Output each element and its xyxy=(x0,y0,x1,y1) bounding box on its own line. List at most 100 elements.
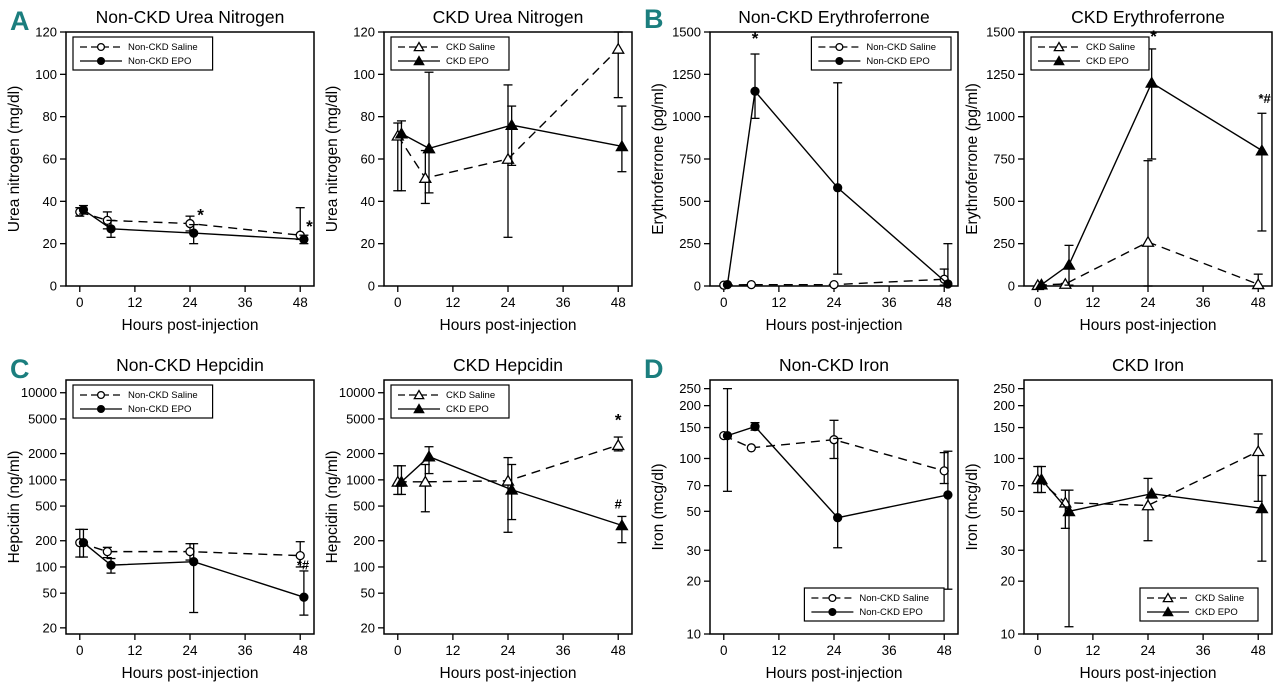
data-point-marker-open-circle xyxy=(185,546,195,557)
data-point-marker-open-triangle xyxy=(1141,235,1155,247)
series-line-ckd-epo xyxy=(401,124,623,150)
chart-non-ckd-erythroferrone: 0 250 500 750 1000 1250 1500 0 12 24 36 48 Non-CKD E… xyxy=(650,7,959,334)
chart-non-ckd-hepcidin: 20 50 100 200 500 1000 2000 5000 10000 0 12 24 36 48 N… xyxy=(6,355,315,682)
y-tick-label: 0 xyxy=(1008,279,1015,294)
x-tick-label: 0 xyxy=(394,295,402,310)
x-axis-label: Hours post-injection xyxy=(1080,317,1217,334)
data-point-marker-filled-circle xyxy=(106,560,116,570)
series-line-non-ckd-saline xyxy=(79,211,301,236)
chart-title: CKD Urea Nitrogen xyxy=(433,7,584,27)
y-tick-label: 750 xyxy=(993,152,1015,167)
data-point-marker-filled-triangle xyxy=(1062,504,1076,517)
y-tick-label: 20 xyxy=(687,574,701,589)
data-point-marker-filled-circle xyxy=(189,228,199,238)
legend-entry-non-ckd-saline: Non-CKD Saline xyxy=(80,42,198,53)
data-point-marker-open-triangle xyxy=(413,389,425,400)
data-point-marker-open-triangle xyxy=(1251,277,1265,290)
x-tick-label: 12 xyxy=(771,643,786,658)
x-tick-label: 12 xyxy=(127,643,142,658)
data-point-marker-filled-circle xyxy=(943,490,953,500)
series-line-ckd-epo xyxy=(1041,81,1263,286)
legend-label: CKD EPO xyxy=(1195,607,1238,618)
y-tick-label: 750 xyxy=(679,152,701,167)
error-bar xyxy=(943,450,953,590)
x-tick-label: 12 xyxy=(771,295,786,310)
y-tick-label: 1250 xyxy=(672,67,701,82)
series-line-non-ckd-saline xyxy=(79,542,301,557)
y-tick-label: 100 xyxy=(993,451,1015,466)
y-tick-label: 10000 xyxy=(21,385,57,400)
data-point-marker-open-circle xyxy=(746,443,756,453)
legend-label: Non-CKD EPO xyxy=(866,56,929,67)
data-point-marker-filled-circle xyxy=(96,404,106,414)
series-line-ckd-epo xyxy=(1040,478,1262,513)
y-tick-label: 150 xyxy=(993,420,1015,435)
x-tick-label: 24 xyxy=(826,643,842,658)
x-axis-label: Hours post-injection xyxy=(766,665,903,682)
y-tick-label: 100 xyxy=(35,67,57,82)
x-tick-label: 24 xyxy=(500,295,516,310)
data-point-marker-filled-circle xyxy=(722,279,733,290)
y-tick-label: 200 xyxy=(679,398,701,413)
data-point-marker-filled-circle xyxy=(750,86,760,96)
data-point-marker-open-triangle xyxy=(1162,592,1174,603)
legend-box: Non-CKD Saline Non-CKD EPO xyxy=(803,587,945,622)
series-ckd-saline xyxy=(1031,433,1265,542)
data-point-marker-open-triangle xyxy=(611,438,625,451)
y-tick-label: 1000 xyxy=(346,472,375,487)
y-tick-label: 10000 xyxy=(339,385,375,400)
chart-ckd-iron: 10 20 30 50 70 100 150 200 250 0 12 24 36 48 CKD Iron H… xyxy=(964,355,1273,682)
chart-container: 0 250 500 750 1000 1250 1500 0 12 24 36 48 CKD Eryth… xyxy=(962,6,1280,350)
x-tick-label: 36 xyxy=(556,643,571,658)
data-point-marker-filled-triangle xyxy=(1255,501,1269,514)
y-tick-label: 1500 xyxy=(672,25,701,40)
data-point-marker-filled-circle xyxy=(833,513,843,523)
y-tick-label: 500 xyxy=(993,194,1015,209)
x-tick-label: 48 xyxy=(1251,643,1266,658)
significance-marker: * xyxy=(306,217,313,236)
x-tick-label: 36 xyxy=(882,643,897,658)
x-tick-label: 0 xyxy=(394,643,402,658)
legend-entry-ckd-saline: CKD Saline xyxy=(1038,41,1135,53)
y-tick-label: 100 xyxy=(353,559,375,574)
error-bar xyxy=(1257,112,1267,232)
y-tick-label: 5000 xyxy=(28,411,57,426)
series-ckd-epo xyxy=(1034,48,1269,290)
y-tick-label: 500 xyxy=(35,499,57,514)
series-line-non-ckd-epo xyxy=(83,542,305,598)
x-tick-label: 24 xyxy=(826,295,842,310)
chart-title: CKD Iron xyxy=(1112,355,1184,375)
x-axis-label: Hours post-injection xyxy=(440,665,577,682)
y-tick-label: 20 xyxy=(361,620,375,635)
y-axis-label: Iron (mcg/dl) xyxy=(650,464,667,551)
y-tick-label: 30 xyxy=(687,543,701,558)
legend-entry-non-ckd-epo: Non-CKD EPO xyxy=(811,607,923,618)
legend-entry-non-ckd-epo: Non-CKD EPO xyxy=(80,56,191,67)
error-bar xyxy=(613,31,623,99)
data-point-marker-filled-triangle xyxy=(1255,144,1269,156)
chart-container: 20 50 100 200 500 1000 2000 5000 10000 0 12 24 36 48 C… xyxy=(322,354,640,697)
y-axis-label: Erythroferrone (pg/ml) xyxy=(650,83,667,235)
data-point-marker-filled-triangle xyxy=(422,450,436,462)
chart-title: CKD Erythroferrone xyxy=(1071,7,1225,27)
error-bar xyxy=(189,543,199,614)
legend-label: Non-CKD EPO xyxy=(859,607,922,618)
y-tick-label: 5000 xyxy=(346,411,375,426)
x-tick-label: 0 xyxy=(1034,295,1042,310)
data-point-marker-filled-circle xyxy=(750,421,760,432)
series-non-ckd-epo xyxy=(78,528,309,616)
significance-marker: * xyxy=(752,29,759,48)
series-ckd-saline xyxy=(1031,160,1265,291)
data-point-marker-filled-circle xyxy=(106,224,116,234)
x-axis-label: Hours post-injection xyxy=(122,317,259,334)
y-tick-label: 60 xyxy=(361,152,375,167)
data-point-marker-filled-triangle xyxy=(505,118,519,131)
data-point-marker-filled-circle xyxy=(835,56,844,66)
data-point-marker-filled-triangle xyxy=(394,127,409,139)
y-tick-label: 0 xyxy=(694,279,701,294)
y-tick-label: 500 xyxy=(353,499,375,514)
y-tick-label: 10 xyxy=(687,627,701,642)
chart-container: 0 20 40 60 80 100 120 0 12 24 36 48 Non-CKD Urea Nit… xyxy=(4,6,322,350)
data-point-marker-filled-circle xyxy=(828,607,837,617)
y-axis-label: Iron (mcg/dl) xyxy=(964,464,981,551)
